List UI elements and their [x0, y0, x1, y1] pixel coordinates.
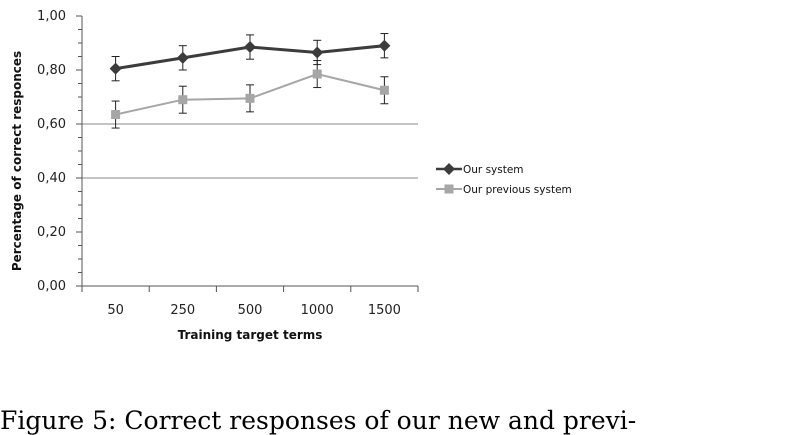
data-point	[111, 110, 121, 120]
data-point	[109, 62, 122, 75]
data-point	[245, 93, 255, 103]
series-0	[109, 33, 391, 82]
y-axis-title: Percentage of correct responces	[10, 51, 24, 271]
x-tick-label: 1500	[368, 303, 401, 318]
figure-caption: Figure 5: Correct responses of our new a…	[0, 406, 637, 435]
data-point	[244, 41, 256, 54]
y-tick-label: 0,40	[37, 171, 66, 186]
x-tick-label: 1000	[301, 303, 334, 318]
series-1	[111, 60, 389, 129]
legend-marker	[443, 163, 455, 175]
y-tick-labels: 0,00 0,20 0,40 0,60 0,80 1,00	[37, 9, 66, 294]
y-tick-label: 0,00	[37, 279, 66, 294]
y-tick-label: 0,60	[37, 117, 66, 132]
x-axis-title: Training target terms	[178, 328, 323, 342]
x-tick-label: 250	[170, 303, 195, 318]
x-tick-label: 500	[238, 303, 263, 318]
series-layer	[109, 33, 391, 129]
legend-label: Our previous system	[463, 184, 572, 196]
y-tick-label: 1,00	[37, 9, 66, 24]
legend: Our system Our previous system	[436, 163, 572, 196]
legend-marker	[444, 184, 454, 194]
legend-label: Our system	[463, 164, 524, 176]
y-tick-label: 0,20	[37, 225, 66, 240]
axes	[76, 15, 419, 292]
data-point	[178, 95, 188, 105]
data-point	[311, 46, 324, 59]
gridlines	[82, 123, 418, 179]
data-point	[378, 39, 391, 52]
data-point	[379, 85, 389, 95]
y-tick-label: 0,80	[37, 63, 66, 78]
x-tick-labels: 50 250 500 1000 1500	[107, 303, 401, 318]
x-tick-label: 50	[107, 303, 124, 318]
legend-item-0: Our system	[436, 163, 524, 176]
legend-item-1: Our previous system	[436, 184, 572, 196]
data-point	[312, 69, 322, 79]
data-point	[176, 51, 189, 64]
